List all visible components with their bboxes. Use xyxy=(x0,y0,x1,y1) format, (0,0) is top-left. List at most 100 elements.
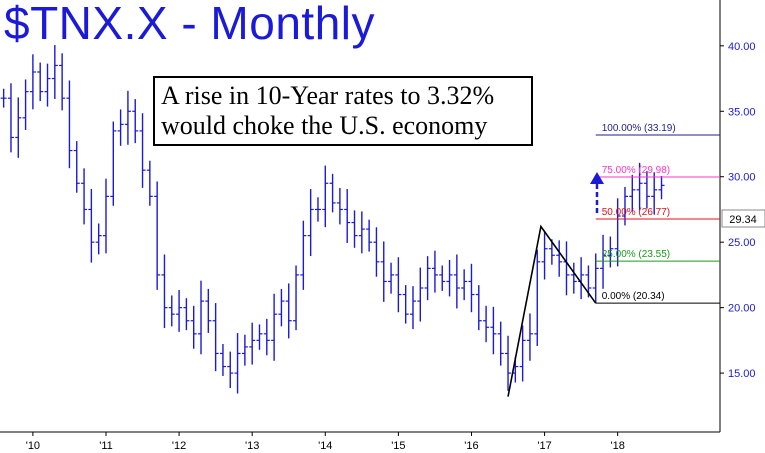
price-bar xyxy=(446,259,453,297)
price-bar xyxy=(278,288,285,327)
price-bar xyxy=(534,249,541,346)
x-tick-label: '12 xyxy=(172,440,186,452)
price-bar xyxy=(329,173,336,213)
price-bar xyxy=(519,325,526,382)
x-tick-label: '10 xyxy=(26,440,40,452)
price-bar xyxy=(227,351,234,389)
price-bar xyxy=(322,165,329,228)
price-bar xyxy=(29,54,36,110)
x-tick-label: '11 xyxy=(99,440,113,452)
price-bar xyxy=(468,263,475,313)
arrow-up-icon xyxy=(590,172,604,184)
price-bar xyxy=(629,174,636,212)
price-bar xyxy=(526,313,533,361)
price-bar xyxy=(15,97,22,158)
price-bar xyxy=(190,305,197,349)
price-bar xyxy=(402,285,409,324)
price-bar xyxy=(0,88,7,108)
x-tick-label: '13 xyxy=(245,440,259,452)
price-bar xyxy=(490,306,497,355)
price-bars xyxy=(0,45,665,394)
price-bar xyxy=(139,113,146,188)
price-bar xyxy=(380,241,387,302)
price-bar xyxy=(563,241,570,296)
price-bar xyxy=(7,83,14,153)
price-bar xyxy=(51,45,58,99)
price-bar xyxy=(102,178,109,254)
price-bar xyxy=(475,285,482,331)
price-bar xyxy=(366,219,373,252)
fib-level: 25.00% (23.55) xyxy=(595,249,720,262)
price-bar xyxy=(417,267,424,322)
price-bar xyxy=(351,210,358,248)
price-bar xyxy=(344,189,351,243)
x-tick-label: '18 xyxy=(610,440,624,452)
annotation-line-1: A rise in 10-Year rates to 3.32% xyxy=(161,81,495,110)
price-bar xyxy=(505,335,512,391)
price-bar xyxy=(461,269,468,301)
price-bar xyxy=(570,262,577,294)
price-bar xyxy=(124,90,131,145)
price-bar xyxy=(22,79,29,130)
price-bar xyxy=(614,198,621,267)
price-bar xyxy=(37,62,44,102)
price-bar xyxy=(388,262,395,294)
x-tick-label: '15 xyxy=(391,440,405,452)
price-bar xyxy=(483,305,490,343)
price-bar xyxy=(44,63,51,107)
y-tick-label: 15.00 xyxy=(728,368,756,380)
price-bar xyxy=(212,303,219,372)
fib-level: 100.00% (33.19) xyxy=(595,123,720,136)
price-bar xyxy=(358,211,365,254)
price-bar xyxy=(176,289,183,332)
y-tick-label: 40.00 xyxy=(728,41,756,53)
price-bar xyxy=(256,324,263,350)
price-bar xyxy=(307,189,314,257)
y-axis-ticks: 40.00 35.00 30.00 25.00 20.00 15.00 xyxy=(720,41,756,380)
price-bar xyxy=(198,280,205,355)
price-bar xyxy=(183,298,190,331)
fib-level: 50.00% (26.77) xyxy=(595,207,720,220)
x-axis-ticks: '10 '11 '12 '13 '14 '15 '16 '17 '18 xyxy=(26,432,625,452)
price-bar xyxy=(110,121,117,206)
x-tick-label: '17 xyxy=(537,440,551,452)
price-bar xyxy=(59,53,66,111)
price-bar xyxy=(88,189,95,263)
fibonacci-levels: 100.00% (33.19) 75.00% (29.98) 50.00% (26.… xyxy=(595,123,720,304)
price-bar xyxy=(154,181,161,290)
price-bar xyxy=(409,286,416,330)
price-bar xyxy=(81,168,88,225)
price-bar xyxy=(95,223,102,255)
price-bar xyxy=(271,293,278,361)
price-bar xyxy=(117,109,124,146)
price-bar xyxy=(241,334,248,366)
price-bar xyxy=(373,227,380,277)
fib-level-label: 75.00% (29.98) xyxy=(602,165,670,176)
price-bar xyxy=(541,231,548,280)
price-bar xyxy=(497,321,504,366)
y-tick-label: 25.00 xyxy=(728,237,756,249)
price-bar xyxy=(556,240,563,277)
annotation-line-2: would choke the U.S. economy xyxy=(161,111,488,140)
price-bar xyxy=(600,234,607,289)
price-bar xyxy=(168,295,175,327)
annotation-box: A rise in 10-Year rates to 3.32% would c… xyxy=(153,76,533,146)
price-bar xyxy=(578,257,585,300)
price-bar xyxy=(73,141,80,193)
price-bar xyxy=(395,257,402,313)
last-price-marker: 29.34 xyxy=(721,209,765,228)
price-bar xyxy=(424,256,431,301)
price-bar xyxy=(219,344,226,376)
chart-title: $TNX.X - Monthly xyxy=(4,0,375,49)
abc-pattern-lines xyxy=(507,224,597,397)
price-bar xyxy=(249,322,256,365)
price-bar xyxy=(548,239,555,265)
y-tick-label: 20.00 xyxy=(728,303,756,315)
target-arrow xyxy=(590,172,604,213)
price-bar xyxy=(453,254,460,309)
price-bar xyxy=(132,99,139,144)
price-bar xyxy=(263,318,270,356)
price-bar xyxy=(161,254,168,329)
price-bar xyxy=(314,197,321,222)
